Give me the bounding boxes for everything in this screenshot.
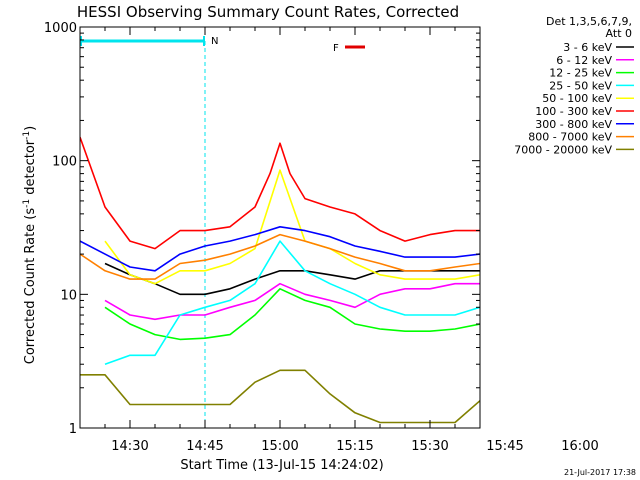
series-line-6 xyxy=(80,136,480,250)
x-axis-label: Start Time (13-Jul-15 14:24:02) xyxy=(180,458,383,473)
chart-title: HESSI Observing Summary Count Rates, Cor… xyxy=(77,3,459,21)
x-tick-label: 14:30 xyxy=(111,439,148,454)
series-line-9 xyxy=(80,369,480,424)
legend-label: 300 - 800 keV xyxy=(535,118,612,131)
axes: 1 10 100 1000 14:30 14:45 15:00 15:15 15:30 15:45… xyxy=(44,21,599,454)
x-tick-label: 15:00 xyxy=(261,439,298,454)
y-tick-label: 100 xyxy=(52,155,77,170)
legend-label: 100 - 300 keV xyxy=(535,105,612,118)
legend-label: 3 - 6 keV xyxy=(563,41,612,54)
y-tick-label: 10 xyxy=(60,288,77,303)
y-tick-label: 1 xyxy=(69,422,77,437)
generation-timestamp: 21-Jul-2017 17:38 xyxy=(564,468,636,477)
legend-label: 800 - 7000 keV xyxy=(528,131,612,144)
y-tick-label: 1000 xyxy=(44,21,77,36)
series-line-5 xyxy=(104,169,480,285)
x-tick-label: 14:45 xyxy=(186,439,223,454)
x-tick-label: 15:45 xyxy=(486,439,523,454)
series-line-8 xyxy=(80,233,480,280)
y-axis-label: Corrected Count Rate (s-1 detector-1) xyxy=(22,126,38,364)
plot-area: NF xyxy=(80,36,480,428)
legend-label: 12 - 25 keV xyxy=(549,67,612,80)
series-line-2 xyxy=(104,282,480,321)
plot-content xyxy=(80,36,480,428)
legend-header: Det 1,3,5,6,7,9, xyxy=(546,15,632,28)
series-line-7 xyxy=(80,226,480,272)
x-tick-label: 15:30 xyxy=(411,439,448,454)
series-line-1 xyxy=(104,262,480,296)
x-tick-label: 16:00 xyxy=(561,439,598,454)
legend-label: 50 - 100 keV xyxy=(542,92,612,105)
legend-header: Att 0 xyxy=(606,27,632,40)
legend-label: 7000 - 20000 keV xyxy=(514,143,612,156)
flare-label: F xyxy=(333,43,339,54)
legend-label: 25 - 50 keV xyxy=(549,79,612,92)
night-label: N xyxy=(211,36,218,47)
series-line-3 xyxy=(104,287,480,341)
series-line-4 xyxy=(104,240,480,365)
legend-label: 6 - 12 keV xyxy=(556,54,612,67)
x-tick-label: 15:15 xyxy=(336,439,373,454)
